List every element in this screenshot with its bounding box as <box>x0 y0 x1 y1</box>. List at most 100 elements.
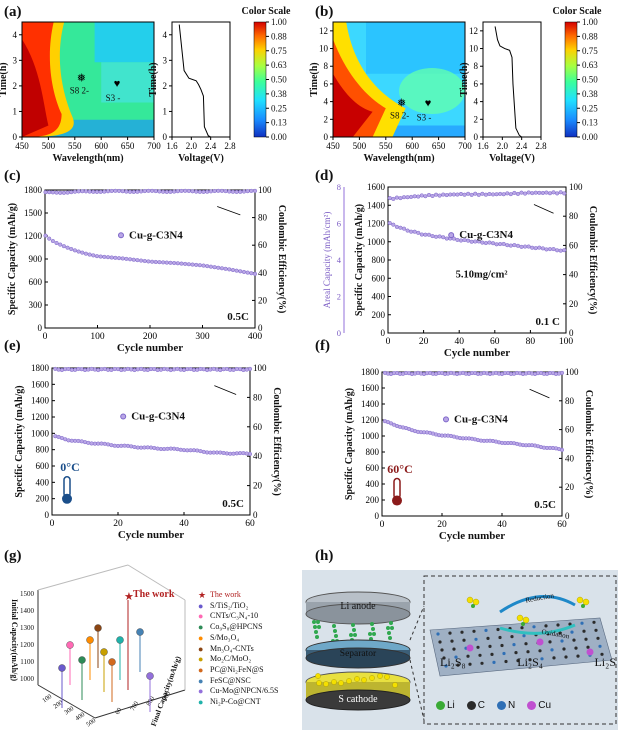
panel-label-g: (g) <box>4 548 22 564</box>
efficiency-point <box>53 366 58 371</box>
capacity-point <box>128 257 133 262</box>
y-axis-label: Final Capacity(mAh/g) <box>149 654 183 727</box>
circle-marker-icon: ● <box>198 622 204 633</box>
x-tick-label: 400 <box>248 332 263 342</box>
efficiency-point <box>208 189 213 194</box>
lattice-atom <box>520 626 524 630</box>
capacity-point <box>94 254 100 259</box>
color-scale-title: Color Scale <box>553 6 603 17</box>
efficiency-point <box>146 188 151 193</box>
li-ion-dot <box>353 633 357 637</box>
legend-label: S/Mo₃O₄ <box>210 632 240 642</box>
capacity-point <box>416 230 421 235</box>
efficiency-point <box>234 366 239 372</box>
voltage-x-label: Voltage(V) <box>489 153 535 164</box>
efficiency-point <box>201 189 206 194</box>
capacity-point <box>231 451 236 456</box>
cu-atom <box>466 644 474 652</box>
color-tick-label: 0.75 <box>271 46 287 56</box>
lattice-atom <box>448 631 452 635</box>
efficiency-point <box>69 190 74 195</box>
efficiency-point <box>212 188 217 194</box>
capacity-point <box>498 241 503 247</box>
capacity-point <box>234 268 239 273</box>
lattice-atom <box>556 623 560 627</box>
lattice-atom <box>576 654 580 658</box>
li-ion-dot <box>313 625 317 629</box>
star-icon: ★ <box>198 590 207 600</box>
y-tick-label: 0 <box>163 132 168 142</box>
efficiency-point <box>145 367 150 373</box>
y-tick-label: 400 <box>36 477 50 487</box>
efficiency-point <box>205 189 210 194</box>
lattice-atom <box>512 643 516 647</box>
lattice-atom <box>486 636 490 641</box>
sulfur-dot <box>384 674 390 680</box>
efficiency-point <box>168 189 173 194</box>
x-tick-label: 80 <box>526 337 536 347</box>
y2-tick-label: 40 <box>569 270 579 280</box>
efficiency-point <box>153 189 158 194</box>
efficiency-point <box>178 367 183 372</box>
panel-b: (b)450 500 550 600 650 700024681012Wavelength… <box>309 4 602 164</box>
efficiency-point <box>430 193 435 199</box>
rate-label: 0.5C <box>227 311 249 323</box>
lattice-atom <box>532 625 536 629</box>
capacity-point <box>186 262 191 267</box>
snowflake-icon: ❅ <box>77 72 86 84</box>
data-ball <box>58 664 66 672</box>
x-tick-label: 2.4 <box>516 141 528 151</box>
capacity-point <box>437 234 442 239</box>
panel-a: (a)450 500 550 600 650 70001234Wavelength(nm)… <box>0 4 291 164</box>
data-ball <box>146 672 154 680</box>
efficiency-point <box>551 190 556 195</box>
ps-molecule <box>582 598 590 606</box>
efficiency-point <box>87 189 92 194</box>
y-tick-label: 2 <box>13 81 18 91</box>
efficiency-point <box>201 367 206 372</box>
legend-label: Cu-g-C3N4 <box>131 410 185 422</box>
efficiency-point <box>249 188 254 193</box>
efficiency-point <box>419 193 424 198</box>
plot-frame <box>44 189 256 329</box>
heatmap-region-mid <box>399 68 465 114</box>
heart-icon: ♥ <box>425 98 432 110</box>
atom-dot-icon <box>497 700 507 710</box>
sulfur-dot <box>361 677 367 683</box>
capacity-point <box>394 224 399 229</box>
rate-label: 0.1 C <box>536 316 561 328</box>
lattice-atom <box>572 638 576 642</box>
efficiency-point <box>168 368 173 373</box>
y-tick-label: 400 <box>372 292 386 302</box>
capacity-point <box>241 451 246 456</box>
color-tick-label: 0.13 <box>582 118 598 128</box>
efficiency-point <box>498 191 503 196</box>
lattice-atom <box>544 624 548 628</box>
capacity-point <box>201 449 206 454</box>
z-tick-label: 1000 <box>20 675 35 683</box>
annotation-s8: S8 2- <box>390 111 409 121</box>
efficiency-point <box>98 189 103 194</box>
separator-label: Separator <box>340 649 377 659</box>
lattice-atom <box>538 649 542 653</box>
lattice-atom <box>496 627 500 632</box>
capacity-point <box>61 244 66 249</box>
atom-dot-icon <box>436 700 445 710</box>
efficiency-point <box>473 191 478 196</box>
efficiency-point <box>252 188 258 193</box>
y-tick-label: 1000 <box>367 237 386 247</box>
y-tick-label: 400 <box>366 479 380 489</box>
x-tick-label: 650 <box>121 141 135 151</box>
capacity-point <box>494 242 499 247</box>
y-tick-label: 1600 <box>31 379 50 389</box>
capacity-point <box>208 264 213 269</box>
separator-bottom <box>305 647 411 669</box>
efficiency-point <box>455 192 460 197</box>
li-ion-dot <box>351 623 355 627</box>
lattice-atom <box>540 657 544 661</box>
y2-axis-label: Coulombic Efficiency(%) <box>587 206 598 315</box>
y-tick-label: 600 <box>36 461 50 471</box>
x-tick-label: 60 <box>245 519 255 529</box>
